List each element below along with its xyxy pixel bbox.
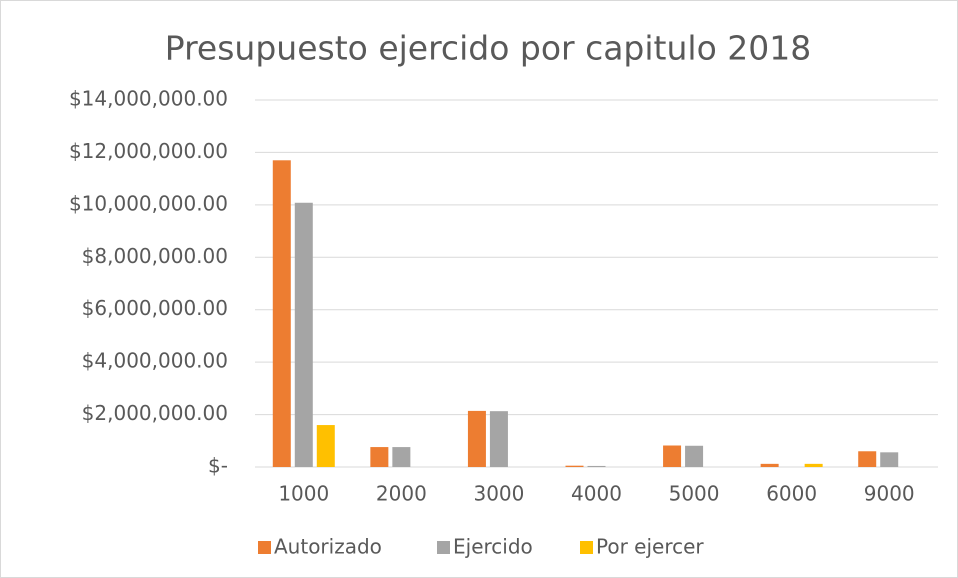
bar — [663, 445, 682, 467]
x-tick-label: 5000 — [669, 482, 720, 506]
bar — [858, 451, 877, 467]
x-tick-label: 6000 — [766, 482, 817, 506]
y-tick-label: $12,000,000.00 — [69, 139, 228, 163]
bar — [467, 410, 486, 467]
bar — [880, 452, 899, 467]
legend-swatch — [580, 541, 593, 554]
x-tick-label: 4000 — [571, 482, 622, 506]
x-tick-label: 1000 — [278, 482, 329, 506]
y-tick-label: $8,000,000.00 — [82, 244, 228, 268]
legend-swatch — [258, 541, 271, 554]
y-tick-label: $6,000,000.00 — [82, 296, 228, 320]
y-tick-label: $4,000,000.00 — [82, 349, 228, 373]
bar — [316, 425, 335, 467]
legend-swatch — [437, 541, 450, 554]
bar — [760, 463, 779, 467]
bar — [804, 463, 823, 467]
x-tick-label: 9000 — [864, 482, 915, 506]
x-tick-label: 2000 — [376, 482, 427, 506]
y-tick-label: $- — [208, 454, 228, 478]
bar — [272, 160, 291, 468]
legend-label: Autorizado — [274, 535, 382, 559]
bar — [565, 465, 584, 467]
y-tick-label: $10,000,000.00 — [69, 191, 228, 215]
y-tick-label: $14,000,000.00 — [69, 87, 228, 111]
y-tick-label: $2,000,000.00 — [82, 401, 228, 425]
bar — [294, 202, 313, 467]
bar — [370, 447, 389, 467]
legend-label: Por ejercer — [596, 535, 704, 559]
x-tick-label: 3000 — [473, 482, 524, 506]
legend-label: Ejercido — [453, 535, 533, 559]
bar — [685, 445, 704, 467]
bar — [489, 411, 508, 467]
bar — [392, 447, 411, 467]
chart-title: Presupuesto ejercido por capitulo 2018 — [165, 29, 811, 68]
bar — [587, 465, 606, 467]
